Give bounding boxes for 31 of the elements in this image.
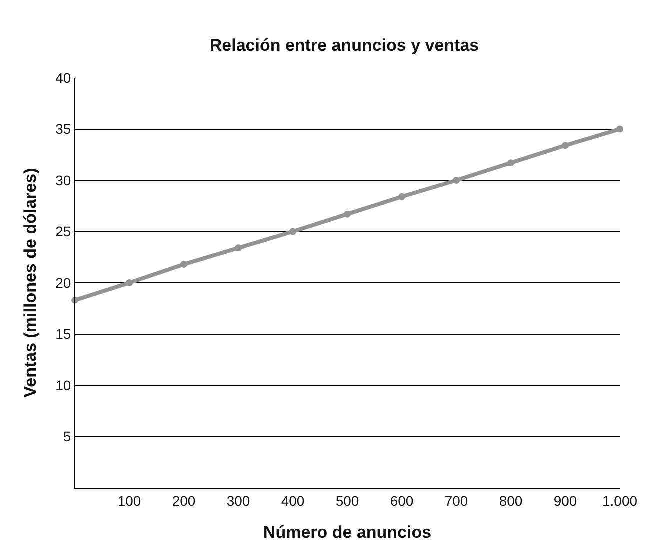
x-tick-label: 300: [226, 492, 250, 509]
x-tick-label: 900: [554, 492, 578, 509]
point: [344, 210, 351, 218]
y-tick-label: 20: [56, 274, 72, 291]
chart-title: Relación entre anuncios y ventas: [210, 36, 480, 55]
x-tick-label: 800: [499, 492, 523, 509]
y-tick-label: 40: [56, 70, 72, 86]
point: [290, 228, 296, 236]
x-tick-label: 1.000: [602, 492, 638, 509]
point: [562, 142, 569, 150]
point: [616, 126, 624, 133]
y-tick-label: 25: [56, 224, 72, 240]
point: [398, 193, 406, 200]
x-tick-label: 700: [444, 492, 468, 509]
x-tick-label: 400: [281, 492, 305, 509]
point: [235, 244, 242, 252]
x-tick-label: 600: [390, 492, 414, 509]
point: [126, 280, 133, 286]
point: [453, 177, 460, 184]
y-tick-label: 15: [56, 326, 72, 342]
x-axis-title: Número de anuncios: [263, 523, 432, 542]
y-axis-title: Ventas (millones de dólares): [21, 168, 40, 398]
x-tick-label: 500: [336, 492, 360, 509]
y-tick-label: 30: [56, 172, 72, 188]
x-tick-label: 100: [118, 492, 142, 509]
y-tick-label: 10: [56, 377, 72, 394]
x-tick-label: 200: [172, 492, 196, 509]
y-tick-label: 5: [63, 428, 72, 445]
y-tick-label: 35: [56, 121, 72, 138]
point: [508, 160, 514, 167]
point: [180, 261, 188, 268]
